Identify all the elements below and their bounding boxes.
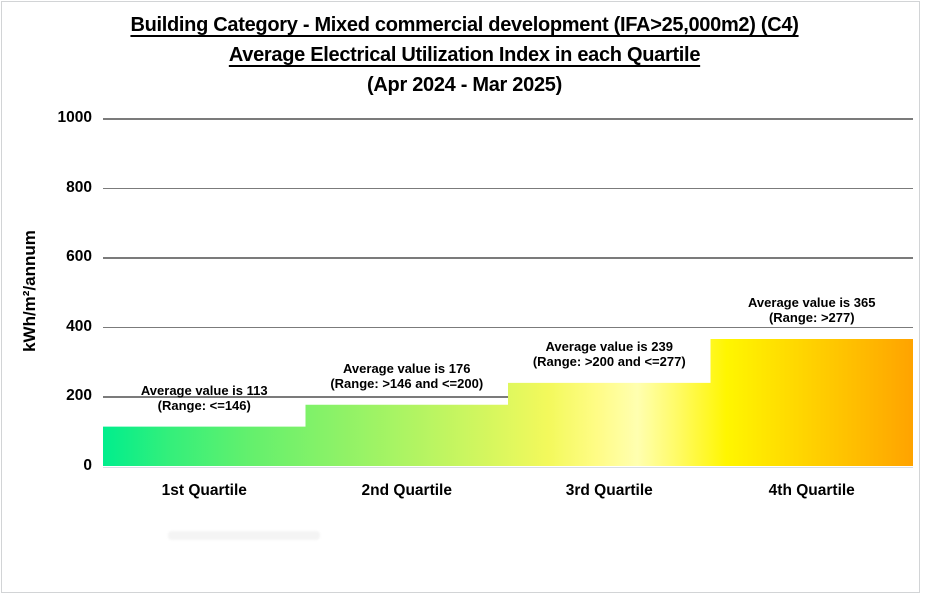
bar-label-line: (Range: <=146) (157, 398, 251, 414)
y-tick-label-0: 0 (83, 457, 92, 474)
chart-subtitle: Average Electrical Utilization Index in … (228, 44, 701, 66)
x-tick-label-2: 2nd Quartile (361, 482, 452, 499)
bar-label-line: Average value is 239 (545, 338, 673, 354)
bar-label-4: Average value is 365 (Range: >277) (697, 295, 927, 326)
x-tick-label-1: 1st Quartile (161, 482, 247, 499)
bar-label-line: Average value is 365 (748, 294, 876, 310)
x-axis-line (103, 466, 913, 468)
bar-label-line: Average value is 176 (343, 360, 471, 376)
y-tick-label-600: 600 (66, 248, 92, 266)
x-tick-label-4: 4th Quartile (768, 482, 855, 499)
y-tick-label-1000: 1000 (57, 109, 92, 126)
bar-label-3: Average value is 239 (Range: >200 and <=2… (494, 339, 724, 370)
bar-label-line: (Range: >200 and <=277) (532, 354, 686, 370)
y-tick-label-400: 400 (66, 317, 92, 335)
chart-title: Building Category - Mixed commercial dev… (130, 14, 799, 36)
faint-watermark (168, 531, 320, 540)
bar-label-2: Average value is 176 (Range: >146 and <=2… (292, 361, 522, 392)
gridline-400 (103, 326, 913, 329)
bar-label-line: (Range: >146 and <=200) (330, 376, 484, 392)
y-tick-label-200: 200 (66, 387, 92, 405)
gridline-800 (103, 187, 913, 190)
gridline-600 (103, 257, 913, 259)
x-tick-label-3: 3rd Quartile (565, 482, 653, 499)
bar-label-1: Average value is 113 (Range: <=146) (89, 383, 319, 414)
chart-period: (Apr 2024 - Mar 2025) (367, 74, 562, 96)
bar-label-line: (Range: >277) (768, 310, 855, 326)
chart-title-block: Building Category - Mixed commercial dev… (0, 10, 929, 100)
gridline-1000 (103, 118, 913, 120)
y-tick-label-800: 800 (66, 178, 92, 196)
bar-label-line: Average value is 113 (140, 382, 268, 398)
